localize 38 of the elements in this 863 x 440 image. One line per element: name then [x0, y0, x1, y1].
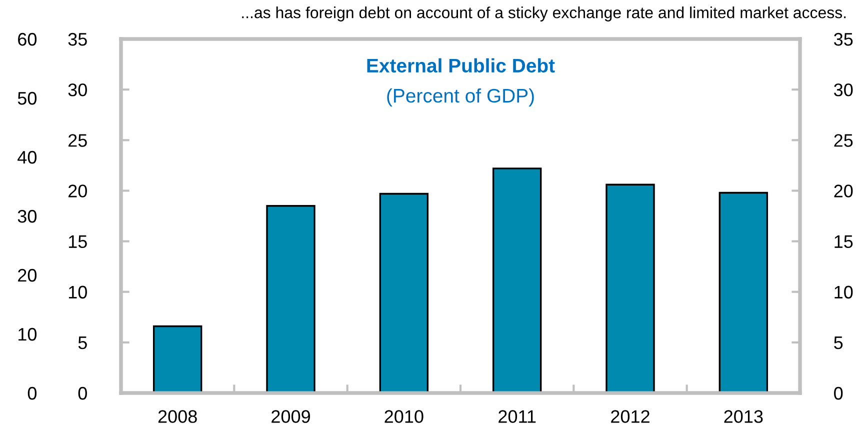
y2-tick-label: 15: [834, 235, 853, 248]
x-tick-label: 2010: [384, 410, 424, 423]
bar: [718, 192, 768, 393]
y-tick-label: 30: [68, 84, 87, 96]
bar: [492, 168, 542, 393]
bar: [606, 184, 655, 393]
y-tick-label: 25: [68, 134, 87, 147]
text: External Public Debt: [367, 58, 555, 73]
x-tick-label: 2011: [498, 410, 536, 423]
bar: [266, 205, 316, 393]
y2-tick-label: 5: [834, 336, 843, 350]
x-tick-label: 2012: [611, 410, 650, 423]
text: ...as has foreign debt on account of a sticky exchange rate and limited market access.: [242, 6, 846, 22]
y2-tick-label: 35: [834, 32, 853, 46]
y3-tick-label: 30: [18, 210, 37, 223]
y2-tick-label: 10: [834, 286, 853, 299]
y-tick-label: 10: [68, 286, 87, 299]
y3-tick-label: 40: [18, 150, 37, 164]
y-tick-label: 15: [68, 235, 87, 248]
y2-tick-label: 25: [834, 134, 853, 147]
bar: [152, 325, 202, 393]
text: (Percent of GDP): [387, 88, 534, 106]
y-tick-label: 20: [68, 184, 87, 198]
y3-tick-label: 0: [28, 386, 37, 400]
y-tick-label: 0: [78, 386, 87, 400]
bar: [379, 192, 429, 393]
x-tick-label: 2013: [724, 410, 763, 423]
y2-tick-label: 30: [834, 84, 853, 96]
y-tick-label: 35: [68, 32, 87, 46]
y3-tick-label: 50: [18, 92, 37, 105]
y3-tick-label: 10: [18, 328, 37, 341]
y3-tick-label: 60: [18, 32, 37, 46]
y2-tick-label: 0: [834, 386, 843, 400]
x-tick-label: 2008: [158, 410, 197, 423]
y3-tick-label: 20: [18, 268, 37, 282]
y2-tick-label: 20: [834, 184, 853, 198]
y-tick-label: 5: [78, 336, 87, 350]
x-tick-label: 2009: [272, 410, 310, 423]
